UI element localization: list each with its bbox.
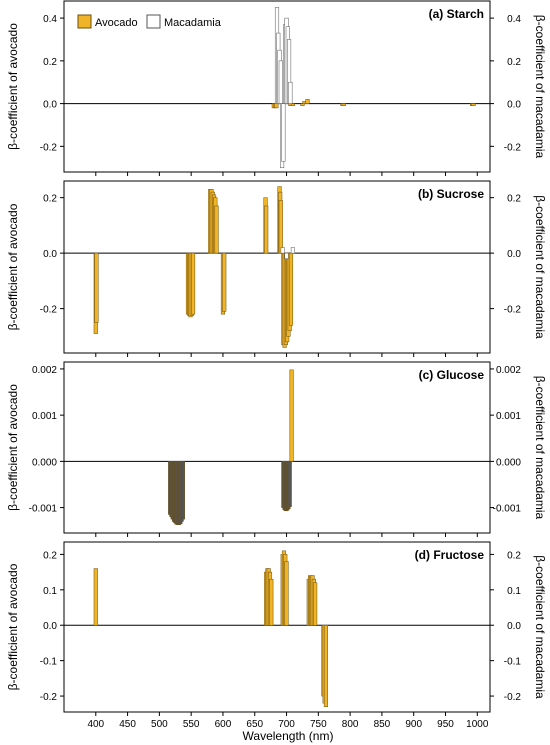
y-tick-label-left: 0.0 [43,621,57,632]
bar-macadamia [287,461,292,507]
x-tick-label: 900 [405,719,422,730]
y-tick-label-left: 0.2 [43,57,57,68]
x-tick-label: 800 [342,719,359,730]
y-axis-label-right: β-coefficient of macadamia [533,555,547,699]
y-tick-label-left: 0.001 [32,411,57,422]
plot-frame [63,180,491,354]
panel-title: (c) Glucose [419,368,485,382]
x-tick-label: 850 [374,719,391,730]
y-tick-label-right: -0.2 [504,692,522,703]
y-tick-label-left: 0.2 [43,194,57,205]
bar-avocado [278,200,283,254]
y-axis-label-left: β-coefficient of avocado [6,384,20,511]
y-tick-label-left: 0.0 [43,249,57,260]
x-tick-label: 750 [310,719,327,730]
bar-macadamia [180,461,185,520]
bar-macadamia [290,247,295,254]
plot-frame [63,541,491,713]
y-tick-label-left: 0.0 [43,100,57,111]
bar-avocado [191,252,196,315]
bar-macadamia [280,247,285,254]
plot-frame [63,361,491,534]
y-tick-label-right: 0.002 [496,365,521,376]
bar-avocado [300,103,305,106]
legend-macadamia-swatch [146,14,161,29]
y-axis-label-right: β-coefficient of macadamia [533,376,547,520]
bar-macadamia [284,252,289,259]
x-tick-label: 400 [87,719,104,730]
y-tick-label-right: 0.2 [507,550,521,561]
bar-avocado [264,205,269,254]
panel-4: -0.2 -0.2 -0.1 -0.1 0.0 0.0 0.1 0.1 0.2 0.2 400 450… [6,541,547,730]
y-tick-label-right: 0.2 [507,194,521,205]
bar-avocado [222,252,227,312]
y-tick-label-left: 0.000 [32,457,57,468]
panel-title: (b) Sucrose [418,187,484,201]
y-tick-label-right: -0.1 [504,657,522,668]
x-tick-label: 700 [278,719,295,730]
panel-title: (d) Fructose [415,548,485,562]
bar-avocado [94,252,99,323]
x-tick-label: 600 [215,719,232,730]
y-tick-label-left: 0.2 [43,550,57,561]
bar-macadamia [278,60,283,104]
legend-macadamia-label: Macadamia [164,17,222,29]
y-axis-label-right: β-coefficient of macadamia [533,15,547,159]
y-tick-label-right: -0.2 [504,305,522,316]
y-axis-label-left: β-coefficient of avocado [6,563,20,690]
panel-title: (a) Starch [429,7,484,21]
x-tick-label: 450 [119,719,136,730]
x-tick-label: 650 [246,719,263,730]
bar-avocado [305,99,310,104]
x-axis-label: Wavelength (nm) [243,729,334,743]
y-tick-label-right: 0.0 [507,621,521,632]
y-tick-label-right: 0.0 [507,100,521,111]
bar-avocado [323,624,329,707]
y-axis-label-left: β-coefficient of avocado [6,203,20,330]
bar-macadamia [288,81,293,104]
y-tick-label-left: -0.2 [40,305,58,316]
panel-2: -0.2 -0.2 0.0 0.0 0.2 0.2 (b) Sucrose β-coeffic… [6,180,547,357]
bar-avocado [341,103,346,106]
bar-avocado [214,205,219,254]
y-axis-label-left: β-coefficient of avocado [6,23,20,150]
bar-avocado [289,369,294,462]
y-tick-label-right: 0.000 [496,457,521,468]
y-tick-label-left: -0.2 [40,142,58,153]
x-tick-label: 1000 [466,719,489,730]
bar-avocado [274,103,279,109]
y-axis-label-right: β-coefficient of macadamia [533,195,547,339]
legend: Avocado Macadamia [77,14,222,29]
panel-1: -0.2 -0.2 0.0 0.0 0.2 0.2 0.4 0.4 (a) Starch β-co… [6,0,547,176]
bar-macadamia [281,103,286,162]
y-tick-label-right: 0.2 [507,57,521,68]
legend-avocado-swatch [77,14,92,29]
bar-avocado [269,578,274,626]
legend-avocado-label: Avocado [95,17,138,29]
y-tick-label-left: 0.1 [43,586,57,597]
y-tick-label-right: 0.001 [496,411,521,422]
bar-avocado [313,582,318,626]
bar-avocado [288,252,294,326]
bar-avocado [471,103,476,106]
y-tick-label-right: 0.1 [507,586,521,597]
panel-3: -0.001 -0.001 0.000 0.000 0.001 0.001 0.002 0.0… [6,361,547,537]
x-tick-label: 950 [437,719,454,730]
y-tick-label-left: 0.002 [32,365,57,376]
x-tick-label: 550 [183,719,200,730]
y-tick-label-right: 0.4 [507,14,521,25]
y-tick-label-left: 0.4 [43,14,57,25]
x-tick-label: 500 [151,719,168,730]
y-tick-label-right: -0.001 [493,504,522,515]
bar-avocado [290,103,295,106]
y-tick-label-right: 0.0 [507,249,521,260]
y-tick-label-left: -0.2 [40,692,58,703]
y-tick-label-left: -0.001 [29,504,58,515]
y-tick-label-right: -0.2 [504,142,522,153]
bar-avocado [284,561,289,626]
bar-avocado [93,568,98,626]
y-tick-label-left: -0.1 [40,657,58,668]
